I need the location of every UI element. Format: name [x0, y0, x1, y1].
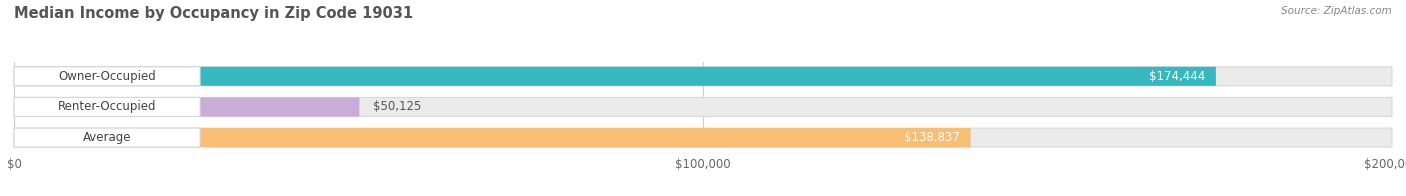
- FancyBboxPatch shape: [14, 97, 200, 116]
- FancyBboxPatch shape: [14, 128, 200, 147]
- Text: Median Income by Occupancy in Zip Code 19031: Median Income by Occupancy in Zip Code 1…: [14, 6, 413, 21]
- Text: Source: ZipAtlas.com: Source: ZipAtlas.com: [1281, 6, 1392, 16]
- FancyBboxPatch shape: [14, 97, 360, 116]
- Text: Renter-Occupied: Renter-Occupied: [58, 100, 156, 113]
- FancyBboxPatch shape: [14, 128, 1392, 147]
- Text: $174,444: $174,444: [1149, 70, 1205, 83]
- FancyBboxPatch shape: [14, 128, 970, 147]
- FancyBboxPatch shape: [14, 67, 200, 86]
- FancyBboxPatch shape: [14, 97, 1392, 116]
- Text: $50,125: $50,125: [373, 100, 422, 113]
- FancyBboxPatch shape: [14, 67, 1392, 86]
- Text: Average: Average: [83, 131, 131, 144]
- Text: $138,837: $138,837: [904, 131, 960, 144]
- FancyBboxPatch shape: [14, 67, 1216, 86]
- Text: Owner-Occupied: Owner-Occupied: [58, 70, 156, 83]
